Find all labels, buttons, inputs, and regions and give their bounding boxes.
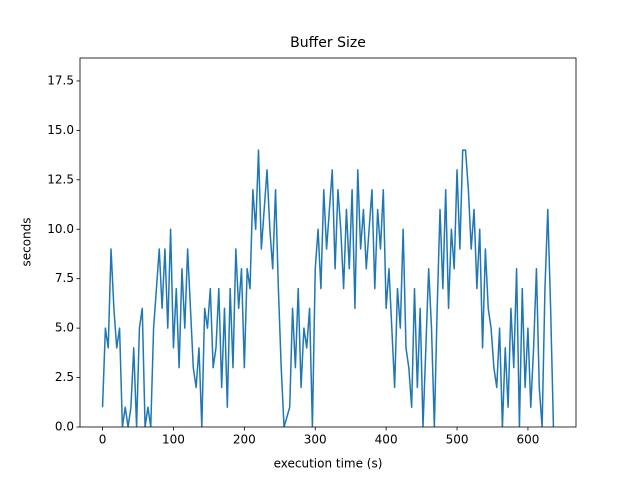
plot-area bbox=[101, 149, 555, 427]
plot-frame bbox=[79, 57, 577, 428]
x-axis-label: execution time (s) bbox=[274, 457, 383, 471]
x-tick-label: 400 bbox=[375, 433, 398, 447]
x-tick-label: 100 bbox=[162, 433, 185, 447]
y-tick-label: 10.0 bbox=[47, 222, 74, 236]
y-tick-label: 2.5 bbox=[55, 370, 74, 384]
y-tick-label: 5.0 bbox=[55, 321, 74, 335]
x-tick-label: 500 bbox=[446, 433, 469, 447]
y-tick-label: 0.0 bbox=[55, 420, 74, 434]
x-tick-label: 200 bbox=[233, 433, 256, 447]
x-tick-label: 300 bbox=[304, 433, 327, 447]
y-tick-label: 12.5 bbox=[47, 172, 74, 186]
x-tick-label: 600 bbox=[516, 433, 539, 447]
y-tick-label: 17.5 bbox=[47, 73, 74, 87]
y-tick-label: 7.5 bbox=[55, 271, 74, 285]
chart-title: Buffer Size bbox=[290, 35, 366, 51]
data-line bbox=[101, 149, 555, 427]
y-axis-label: seconds bbox=[20, 217, 34, 266]
y-tick-label: 15.0 bbox=[47, 123, 74, 137]
x-tick-label: 0 bbox=[99, 433, 107, 447]
